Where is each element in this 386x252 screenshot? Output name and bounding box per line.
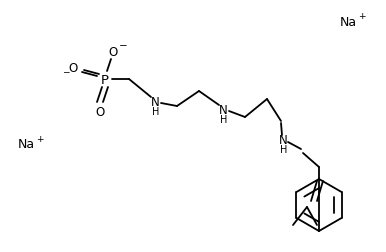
Text: N: N [151,95,159,108]
Text: −: − [119,41,127,51]
Text: Na: Na [340,15,357,28]
Text: O: O [68,61,78,74]
Text: O: O [95,105,105,118]
Text: Na: Na [18,138,35,151]
Text: +: + [358,11,366,20]
Text: O: O [108,45,118,58]
Text: P: P [101,73,109,86]
Text: H: H [152,107,160,116]
Text: N: N [279,133,287,146]
Text: −: − [62,67,70,76]
Text: +: + [36,134,44,143]
Text: H: H [280,144,288,154]
Text: H: H [220,115,228,124]
Text: N: N [218,103,227,116]
